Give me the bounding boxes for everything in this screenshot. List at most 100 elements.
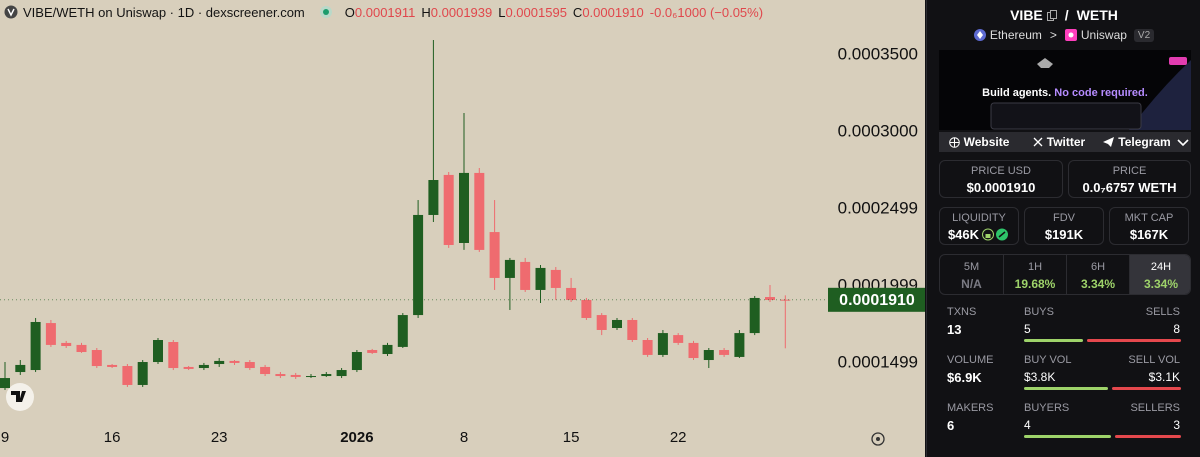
price-label: PRICE USD <box>971 165 1031 177</box>
candle-body <box>566 287 577 300</box>
uni-glyph <box>1068 32 1074 38</box>
price-box: PRICE USD $0.0001910 <box>939 160 1063 198</box>
candle-body <box>673 335 684 343</box>
candle-body <box>688 342 699 359</box>
timeframe-change: N/A <box>961 277 982 291</box>
candle-body <box>367 350 378 353</box>
link-telegram[interactable]: Telegram <box>1099 135 1175 149</box>
lock-body <box>985 234 991 238</box>
ad-art <box>990 57 1191 130</box>
ad-badge <box>1169 57 1187 65</box>
candle-body <box>596 315 607 330</box>
settings-dot <box>876 437 880 441</box>
stat-total: $6.9K <box>947 370 982 385</box>
ohlc-close: 0.0001910 <box>582 4 644 20</box>
timeframe-tab[interactable]: 5M N/A <box>940 255 1003 294</box>
copy-icon[interactable] <box>1046 9 1057 21</box>
settings-icon[interactable] <box>871 432 885 446</box>
timeframe-label: 1H <box>1027 261 1043 273</box>
y-tick-label: 0.0003000 <box>838 121 918 140</box>
candle-body <box>321 374 332 377</box>
candle-body <box>550 269 561 288</box>
candle-body <box>780 299 791 301</box>
buy-label: BUYS <box>1024 306 1054 318</box>
sell-bar <box>1115 435 1181 438</box>
ohlc-letter: C <box>572 4 583 20</box>
sell-value: $3.1K <box>1148 370 1180 384</box>
candle-body <box>153 340 163 363</box>
quote-token: WETH <box>1076 7 1118 23</box>
candle-body <box>351 352 362 371</box>
eth-icon <box>973 29 986 41</box>
candle-body <box>168 342 179 369</box>
candle-body <box>504 259 515 278</box>
ad-banner[interactable]: Build agents. No code required. <box>939 50 1191 130</box>
link-twitter[interactable]: Twitter <box>1019 135 1099 149</box>
candle-body <box>91 350 102 367</box>
settings-ring <box>871 432 885 446</box>
ad-glow <box>1129 60 1191 130</box>
candle-body <box>627 319 638 340</box>
candle-body <box>397 315 408 347</box>
candle-body <box>306 376 316 378</box>
candle-body <box>122 366 133 385</box>
candle-body <box>137 362 148 385</box>
y-tick-label: 0.0001499 <box>838 353 918 372</box>
metric-label: LIQUIDITY <box>952 212 1006 224</box>
timeframe-tab[interactable]: 6H 3.34% <box>1066 255 1129 294</box>
eth-glyph <box>976 31 983 39</box>
candle-body <box>489 232 500 278</box>
globe-lines <box>949 137 959 147</box>
timeframe-label: 5M <box>963 261 980 273</box>
timeframe-label: 6H <box>1090 261 1106 273</box>
timeframe-change: 3.34% <box>1080 277 1116 291</box>
chevron-glyph <box>1177 139 1189 147</box>
stat-label: VOLUME <box>947 354 994 366</box>
more-chevron[interactable] <box>1175 132 1191 152</box>
liquidity-badges <box>982 228 1009 241</box>
pair-panel: VIBE / WETH Ethereum > Uniswap V2 Build … <box>926 0 1200 457</box>
candle-body <box>657 333 668 355</box>
candle-body <box>76 344 87 353</box>
metric-box: LIQUIDITY $46K <box>939 207 1019 245</box>
dex-version: V2 <box>1133 28 1155 42</box>
candle-body <box>45 323 56 345</box>
ad-input <box>990 102 1142 130</box>
candle-body <box>428 180 439 215</box>
link-website[interactable]: Website <box>939 135 1019 149</box>
x-tick-label: 15 <box>563 429 580 446</box>
candle-body <box>290 374 301 377</box>
metric-value: $191K <box>1025 227 1103 242</box>
telegram-glyph <box>1103 137 1115 147</box>
sell-value: 8 <box>1173 322 1180 336</box>
globe-icon <box>948 136 960 148</box>
timeframe-label: 24H <box>1150 261 1172 273</box>
candle-body <box>382 344 393 355</box>
dex-name[interactable]: Uniswap <box>1080 28 1127 42</box>
stat-total: 6 <box>947 418 955 433</box>
telegram-icon <box>1103 137 1115 147</box>
chain-name[interactable]: Ethereum <box>989 28 1042 42</box>
link-label: Website <box>963 135 1010 149</box>
metric-label: FDV <box>1053 212 1075 224</box>
candle-body <box>765 297 775 300</box>
metric-label: MKT CAP <box>1124 212 1174 224</box>
logo-mark <box>11 391 26 402</box>
ohlc-change: -0.0₆1000 (−0.05%) <box>649 4 764 20</box>
candle-body <box>15 364 26 373</box>
candle-body <box>61 342 72 347</box>
link-label: Telegram <box>1118 135 1171 149</box>
pair-title: VIBE / WETH <box>927 7 1200 23</box>
timeframe-tab[interactable]: 1H 19.68% <box>1003 255 1066 294</box>
status-dot <box>319 6 332 18</box>
price-value: $0.0001910 <box>966 180 1036 195</box>
chain-arrow: > <box>1049 28 1057 42</box>
candle-body <box>642 340 653 355</box>
candle-body <box>612 319 622 328</box>
y-tick-label: 0.0003500 <box>838 44 918 63</box>
x-glyph <box>1033 137 1043 147</box>
x-tick-label: 23 <box>211 429 228 446</box>
timeframe-tab[interactable]: 24H 3.34% <box>1129 255 1190 294</box>
ohlc-high: 0.0001939 <box>430 4 493 20</box>
